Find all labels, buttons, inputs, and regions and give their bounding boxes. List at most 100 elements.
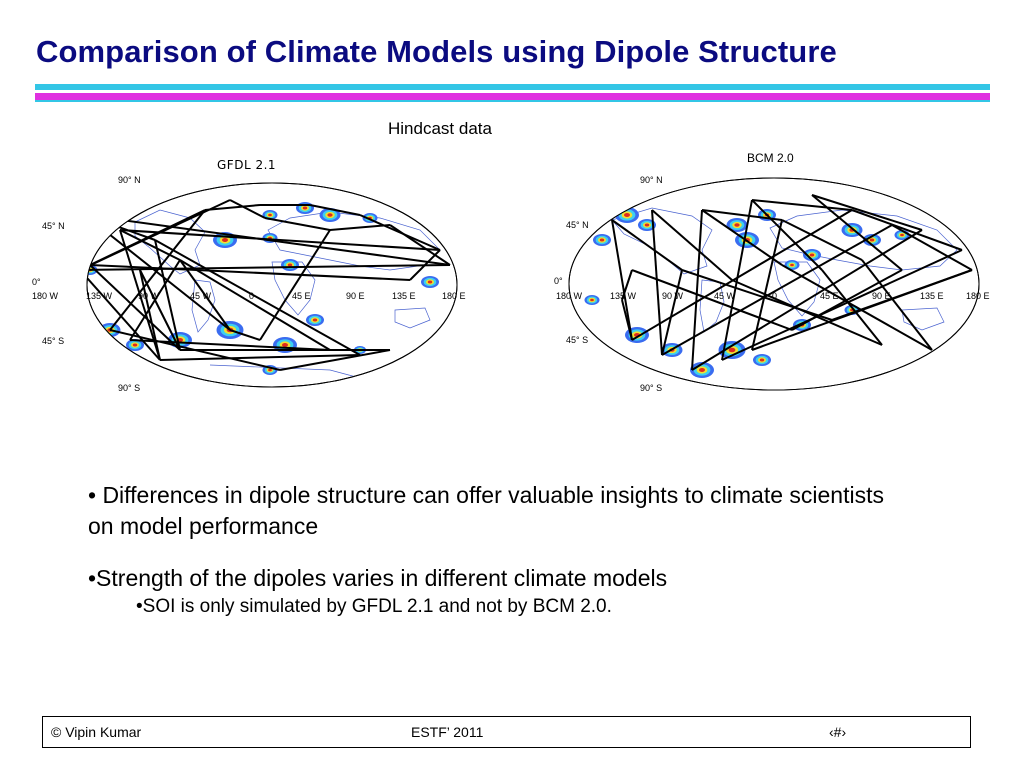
dipole-link (621, 299, 633, 341)
title-rule-magenta (35, 93, 990, 100)
dipole-link (119, 229, 441, 251)
dipole-link (179, 259, 231, 331)
dipole-blob (282, 343, 288, 347)
dipole-blob (624, 213, 630, 217)
lat-label: 45° N (566, 220, 589, 230)
dipole-link (229, 329, 261, 341)
dipole-link (89, 264, 411, 281)
lon-label: 135 W (86, 291, 113, 301)
dipole-link (701, 209, 783, 266)
dipole-link (279, 349, 391, 371)
dipole-blob (287, 263, 293, 267)
dipole-link (87, 264, 451, 271)
dipole-link (89, 264, 181, 351)
lon-label: 180 W (32, 291, 59, 301)
dipole-blob (734, 223, 740, 227)
dipole-link (751, 219, 783, 351)
dipole-link (264, 217, 331, 231)
dipole-link (229, 199, 266, 219)
dipole-link (791, 269, 903, 331)
dipole-blob (98, 229, 102, 231)
gfdl-dipole-map: 90° N 45° N 0° 45° S 90° S 180 W 135 W 9… (30, 170, 475, 395)
dipole-blob (728, 347, 736, 353)
dipole-blob (699, 368, 705, 372)
dipole-link (861, 259, 933, 351)
dipole-link (139, 269, 161, 361)
dipole-link (781, 219, 863, 261)
dipole-link (851, 209, 963, 251)
dipole-link (259, 229, 331, 341)
dipole-link (109, 209, 206, 331)
dipole-blob (599, 238, 605, 242)
dipole-link (701, 209, 783, 221)
dipole-link (119, 229, 161, 361)
dipole-blob (97, 228, 103, 232)
dipole-blob (222, 238, 228, 242)
sub-bullet-item: •SOI is only simulated by GFDL 2.1 and n… (136, 596, 612, 617)
dipole-link (691, 209, 703, 371)
dipole-blob (268, 213, 272, 217)
dipole-link (631, 209, 853, 341)
dipole-link (309, 204, 361, 216)
dipole-blob (809, 253, 815, 257)
lat-label: 45° N (42, 221, 65, 231)
lon-label: 90 W (138, 291, 160, 301)
title-rule-cyan-thin (35, 100, 990, 102)
lat-label: 90° S (118, 383, 140, 393)
lon-label: 90 E (872, 291, 891, 301)
dipole-link (891, 224, 973, 271)
dipole-blob (790, 263, 794, 267)
dipole-link (731, 279, 883, 346)
dipole-link (821, 269, 883, 346)
dipole-blob (95, 227, 105, 233)
dipole-link (721, 199, 753, 361)
dipole-link (204, 204, 261, 211)
dipole-link (651, 209, 663, 356)
lon-label: 90 E (346, 291, 365, 301)
dipole-link (831, 269, 973, 321)
dipole-link (661, 224, 893, 356)
lon-label: 135 W (610, 291, 637, 301)
dipole-link (811, 194, 923, 231)
title-rule-cyan (35, 84, 990, 90)
dipole-link (691, 229, 923, 371)
footer-event: ESTF’ 2011 (411, 724, 484, 740)
lon-label: 45 E (820, 291, 839, 301)
slide-footer: © Vipin Kumar ESTF’ 2011 ‹#› (42, 716, 971, 748)
footer-author: © Vipin Kumar (51, 724, 142, 740)
dipole-link (611, 219, 683, 271)
dipole-blob (302, 206, 308, 210)
dipole-blob (268, 368, 272, 372)
dipole-blob (427, 280, 433, 284)
lat-label: 90° S (640, 383, 662, 393)
dipole-blob (900, 233, 904, 237)
dipole-link (87, 199, 231, 271)
lon-label: 180 W (556, 291, 583, 301)
dipole-link (611, 219, 633, 341)
dipole-blob (132, 343, 138, 347)
dipole-blob (590, 298, 594, 302)
footer-slide-number: ‹#› (829, 724, 847, 740)
dipole-blob (869, 238, 875, 242)
lon-label: 45 E (292, 291, 311, 301)
gfdl-map-label: GFDL 2.1 (217, 158, 277, 172)
lon-label: 0 (249, 291, 254, 301)
dipole-link (661, 269, 683, 356)
dipole-link (781, 264, 933, 351)
bcm-axis-labels: 90° N 45° N 0° 45° S 90° S 180 W 135 W 9… (554, 175, 990, 393)
dipole-link (154, 239, 361, 356)
lat-label: 45° S (566, 335, 588, 345)
dipole-link (751, 199, 853, 211)
dipole-blob (759, 358, 765, 362)
lat-label: 90° N (640, 175, 663, 185)
lon-label: 0 (772, 291, 777, 301)
lon-label: 180 E (966, 291, 990, 301)
dipole-blob (327, 213, 333, 217)
lon-label: 135 E (920, 291, 944, 301)
dipole-link (621, 269, 633, 301)
lon-label: 90 W (662, 291, 684, 301)
lon-label: 45 W (714, 291, 736, 301)
lat-label: 90° N (118, 175, 141, 185)
dipole-link (751, 199, 823, 271)
dipole-link (631, 269, 793, 331)
